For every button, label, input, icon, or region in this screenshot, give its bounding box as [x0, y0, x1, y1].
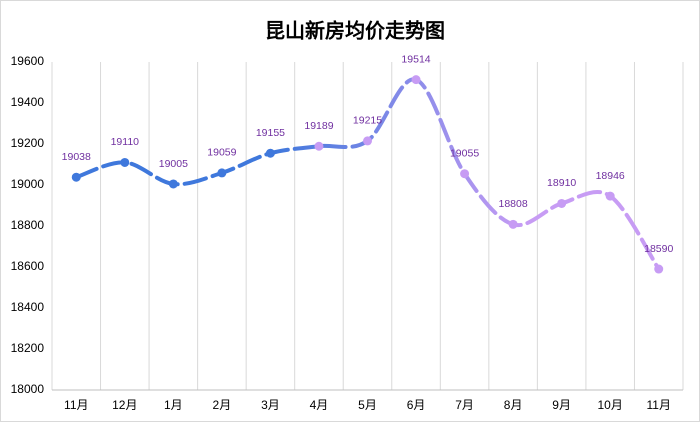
point: [314, 141, 324, 151]
point: [557, 198, 567, 208]
x-tick-label: 8月: [504, 398, 523, 412]
y-tick-label: 19000: [11, 177, 45, 191]
value-label: 19038: [62, 151, 91, 163]
y-tick-label: 19400: [11, 95, 45, 109]
y-tick-label: 18800: [11, 218, 45, 232]
value-label: 18590: [644, 243, 673, 255]
x-tick-label: 12月: [112, 398, 137, 412]
point: [168, 179, 178, 189]
value-label: 18946: [596, 170, 625, 182]
x-tick-label: 4月: [310, 398, 329, 412]
point: [71, 172, 81, 182]
value-label: 19059: [207, 147, 236, 159]
x-tick-label: 3月: [261, 398, 280, 412]
value-label: 19215: [353, 115, 382, 127]
x-tick-label: 5月: [358, 398, 377, 412]
point: [265, 148, 275, 158]
value-label: 19189: [304, 120, 333, 132]
value-label: 19110: [111, 136, 140, 148]
y-tick-label: 19200: [11, 136, 45, 150]
y-tick-label: 18600: [11, 259, 45, 273]
y-tick-label: 18000: [11, 382, 45, 396]
chart-title: 昆山新房均价走势图: [265, 18, 445, 42]
y-tick-label: 18200: [11, 341, 45, 355]
x-tick-label: 6月: [407, 398, 426, 412]
x-tick-label: 7月: [455, 398, 474, 412]
value-label: 19055: [450, 148, 479, 160]
x-tick-label: 9月: [552, 398, 571, 412]
point: [508, 219, 518, 229]
point: [411, 75, 421, 85]
value-label: 18910: [547, 177, 576, 189]
x-tick-label: 1月: [164, 398, 183, 412]
value-label: 18808: [499, 198, 528, 210]
point: [605, 191, 615, 201]
point: [217, 168, 227, 178]
value-label: 19514: [401, 53, 430, 65]
y-tick-label: 18400: [11, 300, 45, 314]
point: [654, 264, 664, 274]
point: [460, 169, 470, 179]
x-tick-label: 2月: [213, 398, 232, 412]
x-tick-label: 11月: [646, 398, 670, 412]
y-tick-label: 19600: [11, 54, 45, 68]
x-tick-label: 10月: [598, 398, 623, 412]
value-label: 19155: [256, 127, 285, 139]
x-tick-label: 11月: [64, 398, 88, 412]
point: [363, 136, 372, 146]
point: [120, 157, 130, 167]
value-label: 19005: [159, 158, 188, 170]
